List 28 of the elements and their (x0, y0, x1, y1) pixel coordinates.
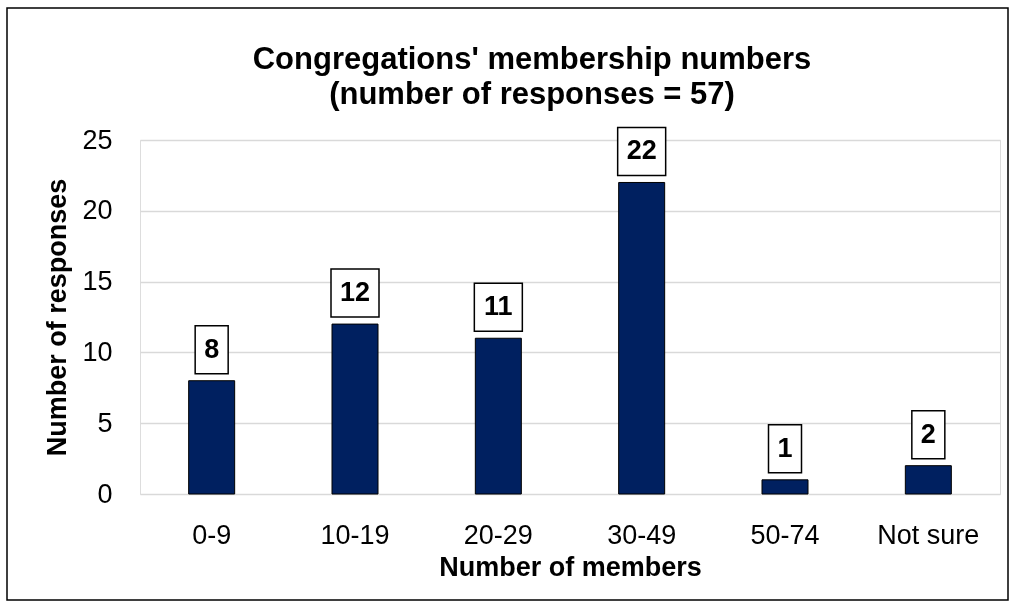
x-tick-label: Not sure (877, 519, 980, 550)
data-label: 12 (339, 277, 371, 308)
data-label: 11 (484, 291, 513, 322)
y-tick-label: 5 (97, 407, 113, 438)
y-tick-label: 25 (82, 124, 113, 155)
chart-title: Congregations' membership numbers (252, 41, 812, 77)
bar (188, 380, 236, 495)
bar (904, 465, 952, 495)
bar (331, 323, 379, 495)
y-axis-title: Number of responses (42, 178, 73, 457)
y-tick-label: 10 (82, 336, 113, 367)
data-label: 2 (920, 418, 936, 449)
x-tick-label: 10-19 (320, 519, 390, 550)
y-tick-label: 0 (97, 478, 113, 509)
x-axis-title: Number of members (439, 551, 702, 582)
x-tick-label: 0-9 (192, 519, 232, 550)
x-tick-label: 20-29 (463, 519, 533, 550)
data-label: 1 (777, 432, 793, 463)
y-tick-label: 15 (82, 266, 113, 297)
chart-subtitle: (number of responses = 57) (329, 76, 735, 112)
y-tick-label: 20 (82, 195, 113, 226)
x-tick-label: 50-74 (750, 519, 820, 550)
bar (474, 337, 522, 495)
bar (761, 479, 809, 495)
x-tick-label: 30-49 (607, 519, 677, 550)
data-label: 8 (204, 333, 220, 364)
bar (618, 181, 666, 495)
data-label: 22 (626, 135, 657, 166)
